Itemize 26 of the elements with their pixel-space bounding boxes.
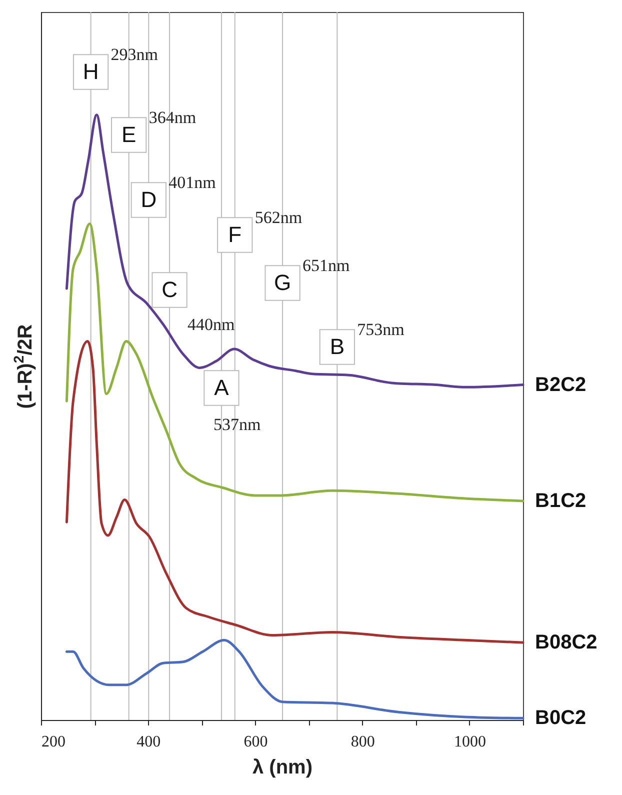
annotation: 401nm: [168, 173, 216, 192]
annotation: 651nm: [302, 256, 350, 275]
ref-line-label: E: [121, 122, 136, 147]
x-tick-label: 1000: [454, 734, 486, 750]
series-label: B0C2: [535, 707, 586, 730]
text: 293nm: [110, 45, 158, 64]
ref-line-label: H: [82, 59, 99, 84]
x-tick-label: 400: [136, 734, 161, 750]
annotation: 364nm: [148, 108, 196, 127]
x-axis-title: λ (nm): [252, 756, 312, 778]
annotation: 440nm: [188, 315, 235, 334]
series-label: B2C2: [535, 374, 586, 396]
annotation: 537nm: [213, 415, 261, 434]
series-label: B08C2: [535, 632, 598, 654]
ref-line-label: C: [162, 277, 178, 302]
ref-line-label: A: [214, 375, 230, 400]
series-label: B1C2: [535, 490, 586, 512]
annotation: 562nm: [254, 208, 302, 227]
x-tick-label: 600: [244, 734, 268, 750]
x-tick-label: 800: [350, 734, 375, 750]
ref-line-label: D: [140, 187, 157, 212]
annotation: 753nm: [357, 320, 404, 339]
ref-line-label: G: [274, 270, 292, 295]
x-tick-label: 200: [42, 734, 66, 750]
ref-line-label: F: [228, 222, 242, 247]
ref-line-label: B: [330, 334, 345, 359]
